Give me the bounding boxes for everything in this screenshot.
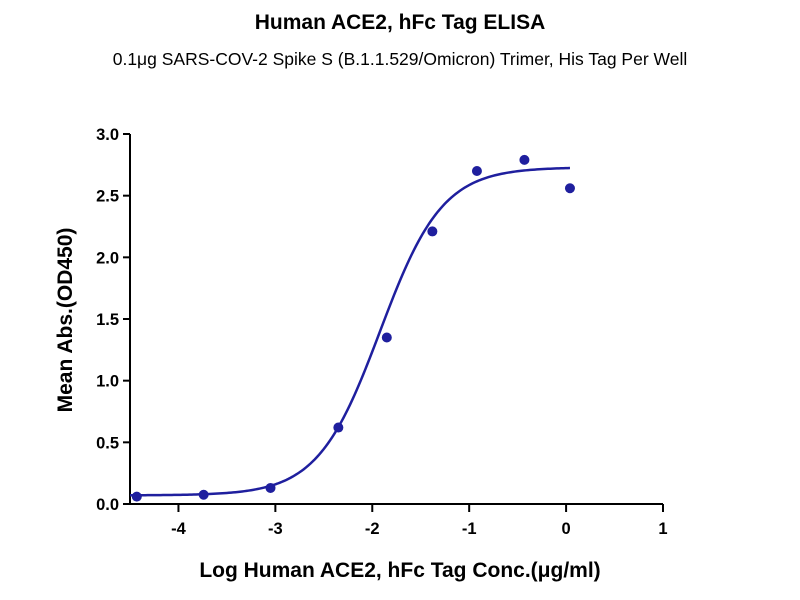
y-tick-label: 2.0 bbox=[96, 249, 119, 267]
chart-subtitle: 0.1μg SARS-COV-2 Spike S (B.1.1.529/Omic… bbox=[113, 49, 688, 69]
axes: 0.0 0.5 1.0 1.5 2.0 2.5 3.0 -4 -3 -2 -1 0 1 bbox=[96, 126, 668, 538]
data-point bbox=[198, 489, 209, 500]
y-tick-label: 2.5 bbox=[96, 188, 119, 206]
data-point bbox=[519, 154, 530, 165]
x-tick-label: -2 bbox=[365, 520, 380, 538]
data-point bbox=[427, 226, 438, 237]
x-tick-label: -4 bbox=[171, 520, 186, 538]
y-tick-label: 0.0 bbox=[96, 496, 119, 514]
data-point bbox=[131, 491, 142, 502]
y-tick-label: 3.0 bbox=[96, 126, 119, 144]
y-tick-label: 1.0 bbox=[96, 373, 119, 391]
x-tick-label: -1 bbox=[462, 520, 477, 538]
x-tick-label: -3 bbox=[268, 520, 283, 538]
x-axis-label: Log Human ACE2, hFc Tag Conc.(μg/ml) bbox=[199, 559, 600, 582]
data-point bbox=[381, 332, 392, 343]
y-tick-label: 0.5 bbox=[96, 434, 119, 452]
data-point bbox=[471, 166, 482, 176]
x-tick-label: 0 bbox=[561, 520, 570, 538]
chart-title: Human ACE2, hFc Tag ELISA bbox=[255, 11, 546, 34]
y-tick-label: 1.5 bbox=[96, 311, 119, 329]
data-point bbox=[564, 183, 575, 194]
data-points-layer bbox=[131, 154, 575, 502]
y-axis-label: Mean Abs.(OD450) bbox=[54, 228, 77, 413]
fit-curve-layer bbox=[129, 166, 570, 497]
x-tick-label: 1 bbox=[658, 520, 667, 538]
fit-curve-line bbox=[129, 166, 570, 497]
data-point bbox=[333, 422, 344, 433]
data-point bbox=[265, 482, 276, 493]
